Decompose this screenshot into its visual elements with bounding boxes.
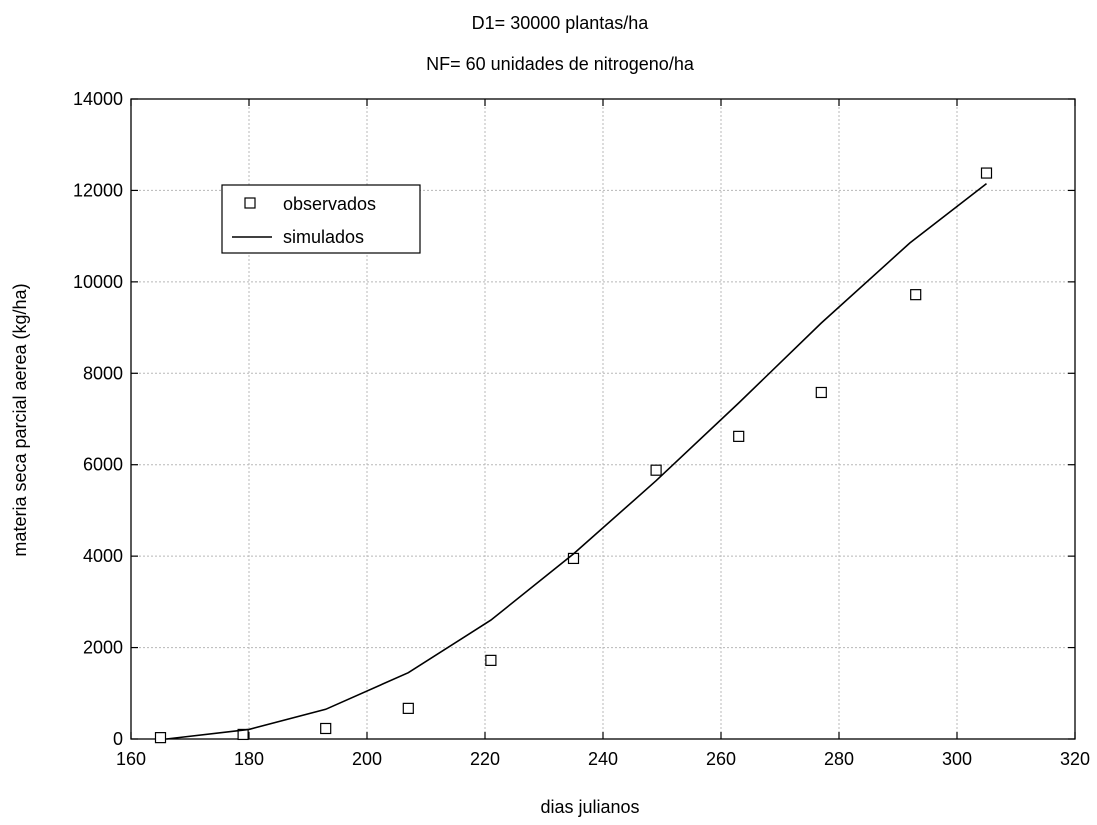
legend: observados simulados [221, 184, 421, 254]
chart-title-line-1: D1= 30000 plantas/ha [472, 13, 650, 33]
y-axis-label: materia seca parcial aerea (kg/ha) [10, 283, 30, 556]
y-tick-label-6000: 6000 [83, 455, 123, 475]
data-point-observados-6 [650, 464, 662, 476]
x-tick-label-300: 300 [942, 749, 972, 769]
x-tick-label-160: 160 [116, 749, 146, 769]
data-point-observados-4 [485, 654, 497, 666]
x-tick-label-260: 260 [706, 749, 736, 769]
y-tick-label-10000: 10000 [73, 272, 123, 292]
x-axis-ticks: 160 180 200 220 240 260 280 300 320 [116, 99, 1090, 769]
data-point-observados-7 [733, 430, 745, 442]
series-layer [154, 167, 993, 744]
series-line-simulados [166, 182, 987, 740]
data-point-observados-5 [567, 552, 580, 565]
grid [131, 99, 1075, 739]
y-tick-label-4000: 4000 [83, 546, 123, 566]
x-tick-label-320: 320 [1060, 749, 1090, 769]
chart-title-line-2: NF= 60 unidades de nitrogeno/ha [426, 54, 695, 74]
x-tick-label-180: 180 [234, 749, 264, 769]
data-point-observados-3 [402, 702, 414, 714]
y-tick-label-8000: 8000 [83, 363, 123, 383]
data-point-observados-10 [980, 167, 993, 179]
x-axis-label: dias julianos [540, 797, 639, 817]
data-point-observados-8 [815, 386, 827, 399]
y-axis-ticks: 0 2000 4000 6000 8000 10000 12000 14000 [73, 89, 1075, 749]
y-tick-label-0: 0 [113, 729, 123, 749]
y-tick-label-2000: 2000 [83, 638, 123, 658]
x-tick-label-200: 200 [352, 749, 382, 769]
legend-label-observados: observados [283, 194, 376, 214]
legend-box [221, 184, 421, 254]
data-point-observados-2 [320, 722, 332, 735]
data-point-observados-0 [154, 732, 167, 744]
x-tick-label-280: 280 [824, 749, 854, 769]
y-tick-label-14000: 14000 [73, 89, 123, 109]
y-tick-label-12000: 12000 [73, 180, 123, 200]
legend-marker-observados [244, 197, 256, 209]
legend-label-simulados: simulados [283, 227, 364, 247]
data-point-observados-9 [910, 289, 922, 301]
x-tick-label-240: 240 [588, 749, 618, 769]
x-tick-label-220: 220 [470, 749, 500, 769]
